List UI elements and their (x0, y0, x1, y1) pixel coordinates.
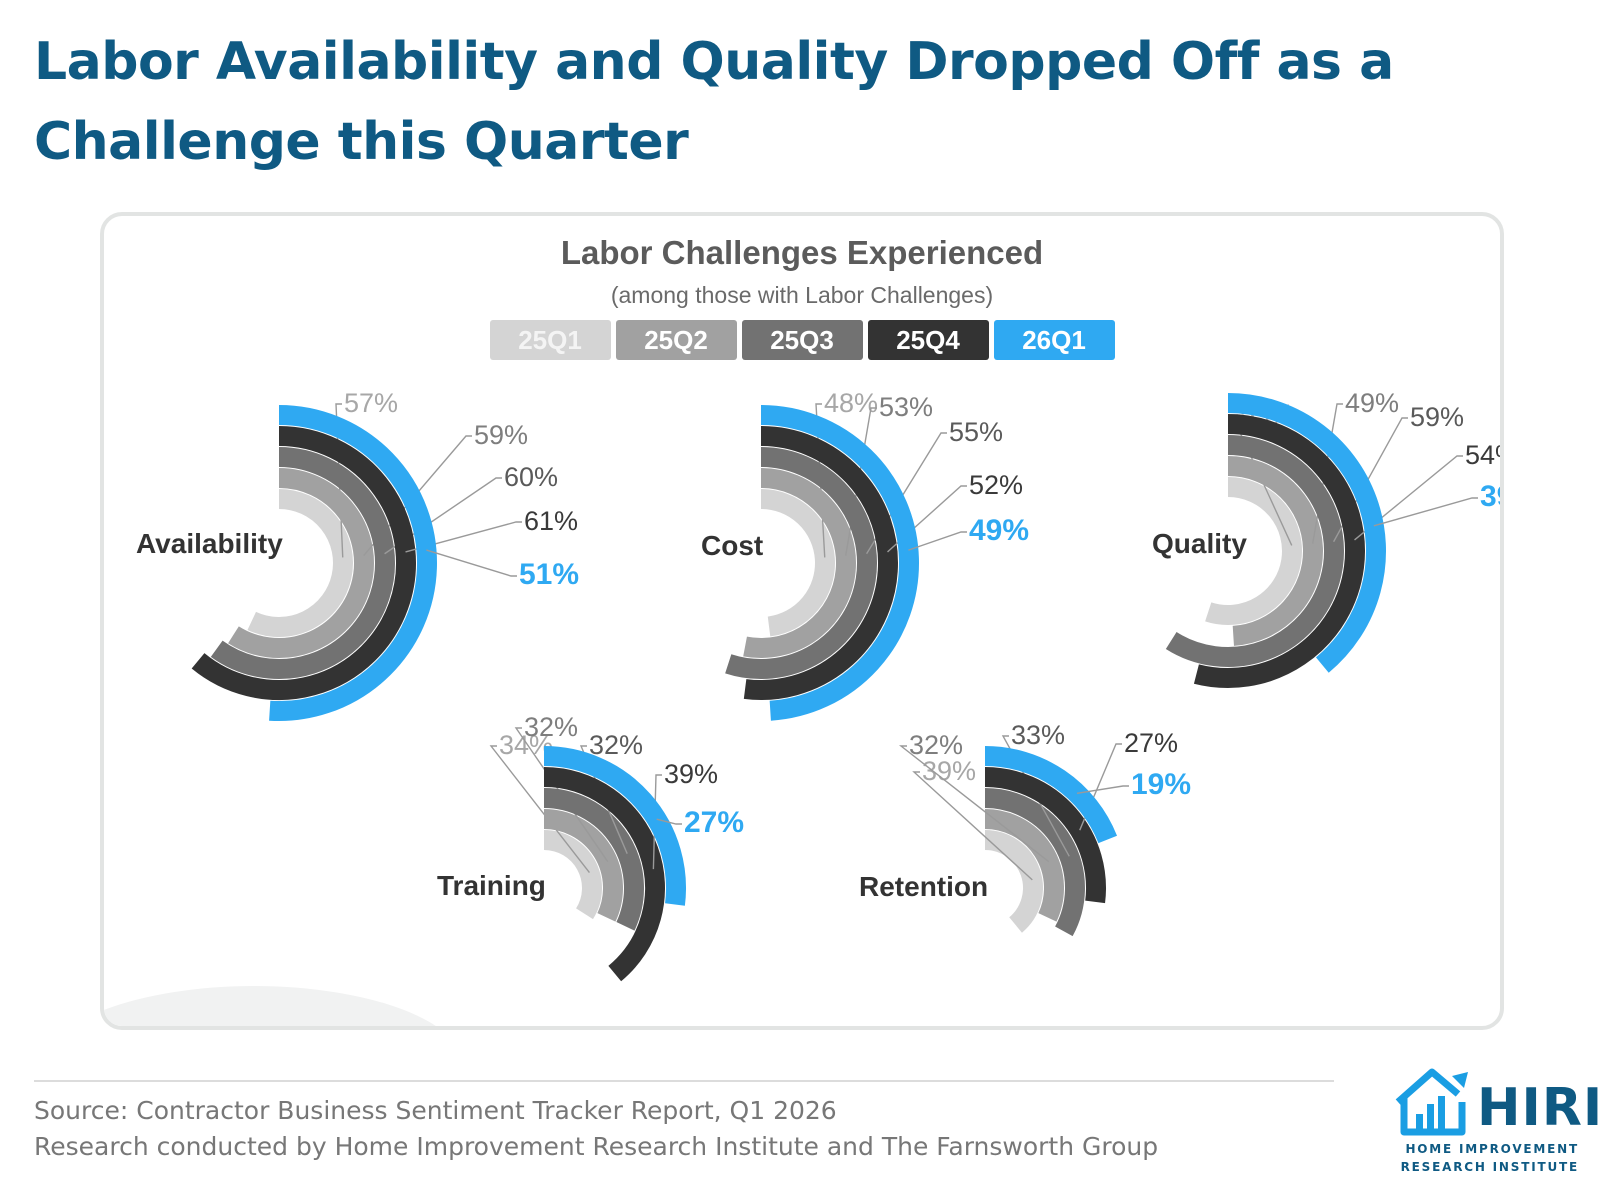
data-label-cost-25q1: 48% (824, 388, 878, 418)
data-label-retention-25q3: 33% (1011, 720, 1065, 750)
arc-cost-25q3 (725, 447, 877, 679)
arc-retention-26q1 (984, 746, 1118, 844)
leader-line (1076, 785, 1129, 795)
legend-item-26q1: 26Q1 (993, 320, 1115, 360)
arc-availability-26q1 (269, 405, 437, 721)
data-label-cost-25q3: 55% (949, 417, 1003, 447)
leader-line (912, 771, 1033, 881)
chart-legend: 25Q1 25Q2 25Q3 25Q4 26Q1 (104, 320, 1500, 360)
arc-cost-25q4 (743, 426, 898, 700)
data-label-availability-25q3: 60% (504, 462, 558, 492)
credit-text: Research conducted by Home Improvement R… (34, 1132, 1159, 1161)
arc-quality-25q2 (1227, 456, 1323, 646)
category-label-training: Training (437, 870, 546, 901)
logo-wordmark: HIRI (1477, 1078, 1600, 1138)
radial-chart-cost: 48% 53% 55% 52% 49% Cost (701, 388, 1029, 721)
leader-line (579, 745, 628, 854)
footer-divider (34, 1080, 1334, 1082)
legend-item-25q3: 25Q3 (741, 320, 863, 360)
data-label-retention-25q2: 32% (909, 730, 963, 760)
arc-training-25q1 (543, 830, 602, 920)
leader-line (656, 818, 682, 825)
data-label-cost-25q4: 52% (969, 470, 1023, 500)
data-label-training-25q2: 32% (524, 712, 578, 742)
arc-retention-25q4 (984, 767, 1106, 904)
data-label-quality-25q3: 59% (1410, 402, 1464, 432)
category-label-retention: Retention (859, 871, 988, 902)
data-label-training-26q1: 27% (684, 806, 744, 839)
data-label-quality-26q1: 39% (1480, 480, 1500, 513)
leader-line (514, 727, 609, 863)
arc-training-26q1 (543, 746, 686, 906)
page-headline: Labor Availability and Quality Dropped O… (34, 32, 1394, 172)
arc-training-25q4 (543, 767, 665, 982)
data-label-cost-26q1: 49% (969, 514, 1029, 547)
arc-quality-25q4 (1193, 414, 1365, 688)
hiri-logo: HIRI HOME IMPROVEMENT RESEARCH INSTITUTE (1392, 1066, 1600, 1186)
data-label-availability-26q1: 51% (519, 558, 579, 591)
arc-availability-25q1 (247, 489, 353, 637)
leader-line (908, 531, 967, 551)
category-label-availability: Availability (136, 528, 283, 559)
leader-line (489, 745, 590, 873)
data-label-cost-25q2: 53% (879, 392, 933, 422)
arc-training-25q3 (543, 788, 644, 931)
arc-retention-25q1 (984, 830, 1043, 933)
data-label-training-25q3: 32% (589, 730, 643, 760)
radial-chart-availability: 57% 59% 60% 61% 51% Availability (136, 388, 579, 721)
legend-item-25q4: 25Q4 (867, 320, 989, 360)
arc-retention-25q3 (984, 788, 1085, 937)
data-label-retention-25q1: 39% (922, 756, 976, 786)
data-label-training-25q4: 39% (664, 759, 718, 789)
leader-line (652, 774, 662, 870)
data-label-retention-25q4: 27% (1124, 728, 1178, 758)
data-label-quality-25q4: 54% (1465, 440, 1500, 470)
leader-line (405, 521, 522, 553)
leader-line (1354, 455, 1463, 541)
arc-training-25q2 (543, 809, 623, 922)
data-label-quality-25q2: 49% (1345, 388, 1399, 418)
chart-title: Labor Challenges Experienced (560, 234, 1044, 271)
arc-availability-25q4 (191, 426, 416, 700)
arc-availability-25q3 (210, 447, 395, 679)
arc-cost-25q1 (760, 489, 835, 637)
logo-subtitle-line-1: HOME IMPROVEMENT (1405, 1142, 1579, 1156)
category-label-quality: Quality (1152, 528, 1247, 559)
data-label-availability-25q2: 59% (474, 420, 528, 450)
arc-cost-25q2 (743, 468, 856, 658)
category-label-cost: Cost (701, 530, 763, 561)
leader-line (426, 549, 517, 577)
data-label-availability-25q1: 57% (344, 388, 398, 418)
radial-chart-retention: 39%32% 33% 27% 19% Retention (859, 720, 1191, 937)
arc-availability-25q2 (228, 468, 374, 658)
logo-subtitle-line-2: RESEARCH INSTITUTE (1400, 1160, 1579, 1174)
leader-line (898, 745, 1050, 863)
leader-line (1373, 497, 1478, 527)
chart-subtitle: (among those with Labor Challenges) (610, 282, 994, 308)
arc-quality-25q3 (1165, 435, 1344, 667)
radial-chart-quality: 55%49%59%54%39%Quality (1152, 388, 1500, 688)
source-text: Source: Contractor Business Sentiment Tr… (34, 1096, 837, 1125)
chart-card: Labor Challenges Experienced (among thos… (100, 212, 1504, 1030)
legend-item-25q2: 25Q2 (615, 320, 737, 360)
legend-item-25q1: 25Q1 (489, 320, 611, 360)
arc-quality-25q1 (1205, 477, 1302, 625)
leader-line (1332, 417, 1408, 543)
data-label-retention-26q1: 19% (1131, 768, 1191, 801)
arc-quality-26q1 (1227, 393, 1386, 673)
leader-line (1001, 735, 1070, 857)
radial-chart-training: 34%32%32%39%27%Training (437, 712, 744, 982)
data-label-availability-25q4: 61% (524, 506, 578, 536)
arc-cost-26q1 (760, 405, 919, 721)
house-chart-icon (1395, 1068, 1468, 1136)
arc-retention-25q2 (984, 809, 1064, 922)
